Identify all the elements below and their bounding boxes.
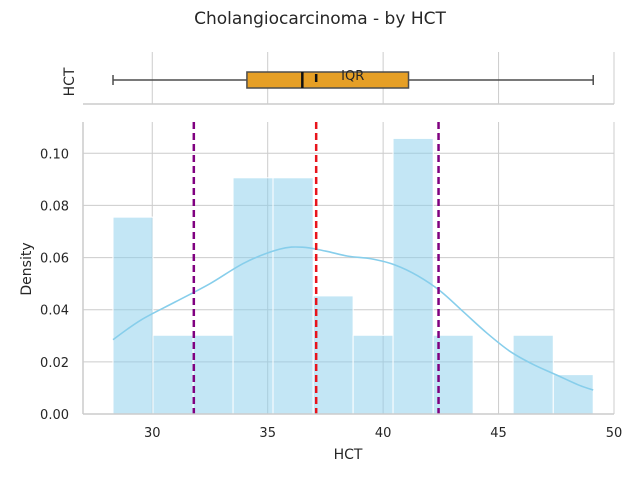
histogram-bar-11 (552, 374, 594, 415)
histogram-bar-6 (352, 334, 394, 415)
histogram-bar-10 (512, 334, 554, 415)
histogram-bar-3 (232, 177, 274, 415)
x-tick-label-3: 45 (490, 426, 507, 441)
histogram-bar-1 (152, 334, 194, 415)
boxplot-ylabel: HCT (62, 67, 78, 96)
x-axis-label: HCT (334, 447, 363, 463)
histogram-bar-4 (272, 177, 314, 415)
y-tick-label-0: 0.00 (40, 408, 69, 423)
y-tick-labels: 0.00 0.02 0.04 0.06 0.08 0.10 (40, 147, 69, 423)
kde-layer (112, 246, 594, 391)
y-tick-label-3: 0.06 (40, 252, 69, 267)
histogram-axes (82, 122, 614, 415)
histogram-bar-8 (432, 334, 474, 415)
x-tick-label-1: 35 (259, 426, 276, 441)
boxplot-marks: IQR (112, 69, 594, 89)
histogram-bar-5 (312, 295, 354, 415)
histogram-bars (112, 137, 594, 415)
x-tick-label-0: 30 (144, 426, 161, 441)
histogram-bar-0 (112, 216, 154, 415)
x-tick-labels: 30 35 40 45 50 (144, 426, 622, 441)
boxplot-panel: IQR HCT (62, 52, 615, 105)
reference-lines (192, 122, 440, 414)
y-tick-label-2: 0.04 (40, 304, 69, 319)
chart-title: Cholangiocarcinoma - by HCT (194, 9, 446, 29)
y-axis-label: Density (19, 242, 35, 295)
histogram-panel: 30 35 40 45 50 0.000.020.040.060.080.10 HCT … (19, 122, 622, 463)
y-tick-label-5: 0.10 (40, 147, 69, 162)
histogram-bar-2 (192, 334, 234, 415)
iqr-box (246, 71, 410, 89)
x-tick-label-2: 40 (375, 426, 392, 441)
x-tick-label-4: 50 (606, 426, 623, 441)
histogram-bar-7 (392, 137, 434, 415)
y-tick-label-4: 0.08 (40, 199, 69, 214)
iqr-annotation: IQR (341, 69, 364, 84)
kde-curve (112, 246, 594, 391)
y-tick-label-1: 0.02 (40, 356, 69, 371)
